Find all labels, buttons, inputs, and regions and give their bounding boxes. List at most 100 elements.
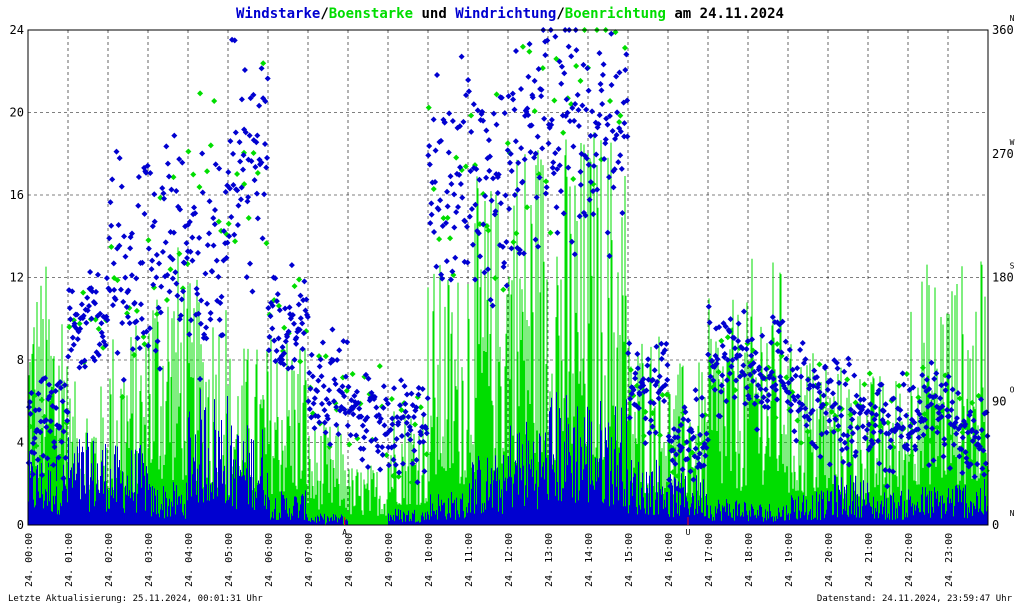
wind-direction-point [60, 475, 67, 482]
wind-direction-point [824, 386, 831, 393]
wind-direction-point [681, 404, 688, 411]
wind-direction-point [560, 210, 567, 217]
left-tick-label: 0 [17, 518, 24, 532]
wind-direction-point [816, 389, 823, 396]
wind-direction-point [77, 325, 84, 332]
wind-direction-point [204, 300, 211, 307]
wind-direction-point [164, 272, 171, 279]
gust-direction-point [234, 171, 241, 178]
wind-direction-point [448, 181, 455, 188]
wind-direction-point [194, 290, 201, 297]
wind-direction-point [529, 94, 536, 101]
wind-direction-point [975, 435, 982, 442]
wind-direction-point [549, 164, 556, 171]
wind-direction-point [211, 221, 218, 228]
wind-direction-point [590, 211, 597, 218]
wind-direction-point [922, 416, 929, 423]
wind-direction-point [815, 381, 822, 388]
wind-direction-point [598, 87, 605, 94]
wind-direction-point [363, 427, 370, 434]
wind-direction-point [587, 132, 594, 139]
wind-direction-point [398, 377, 405, 384]
wind-direction-point [635, 405, 642, 412]
wind-direction-point [953, 430, 960, 437]
wind-direction-point [950, 441, 957, 448]
wind-direction-point [515, 159, 522, 166]
wind-direction-point [329, 326, 336, 333]
wind-direction-point [327, 441, 334, 448]
wind-direction-point [43, 417, 50, 424]
wind-direction-point [949, 399, 956, 406]
wind-direction-point [163, 143, 170, 150]
wind-direction-point [231, 37, 238, 44]
wind-direction-point [364, 414, 371, 421]
wind-direction-point [198, 297, 205, 304]
wind-direction-point [124, 313, 131, 320]
wind-direction-point [533, 194, 540, 201]
title-windstarke: Windstarke [236, 6, 320, 22]
wind-direction-point [67, 316, 74, 323]
wind-direction-point [732, 345, 739, 352]
wind-direction-point [903, 412, 910, 419]
wind-direction-point [508, 245, 515, 252]
wind-direction-point [518, 145, 525, 152]
wind-direction-point [411, 447, 418, 454]
wind-direction-point [473, 166, 480, 173]
wind-direction-point [131, 299, 138, 306]
wind-direction-point [269, 325, 276, 332]
wind-direction-point [761, 375, 768, 382]
wind-direction-point [622, 66, 629, 73]
wind-direction-point [618, 165, 625, 172]
wind-direction-point [864, 426, 871, 433]
wind-direction-point [463, 92, 470, 99]
wind-direction-point [240, 152, 247, 159]
gust-direction-point [732, 387, 739, 394]
wind-direction-point [457, 164, 464, 171]
wind-direction-point [237, 196, 244, 203]
gust-direction-point [163, 296, 170, 303]
wind-direction-point [413, 404, 420, 411]
wind-direction-point [117, 286, 124, 293]
wind-direction-point [736, 352, 743, 359]
gust-direction-point [119, 393, 126, 400]
wind-direction-point [347, 432, 354, 439]
gust-direction-point [794, 417, 801, 424]
wind-direction-point [511, 106, 518, 113]
wind-direction-point [177, 312, 184, 319]
wind-direction-point [405, 413, 412, 420]
wind-direction-point [432, 179, 439, 186]
wind-direction-point [272, 275, 279, 282]
wind-direction-point [878, 381, 885, 388]
wind-direction-point [899, 370, 906, 377]
wind-direction-point [680, 416, 687, 423]
title-separator: / [320, 6, 328, 22]
wind-direction-point [608, 81, 615, 88]
gust-direction-point [296, 276, 303, 283]
wind-direction-point [29, 471, 36, 478]
wind-direction-point [841, 439, 848, 446]
wind-direction-point [970, 417, 977, 424]
wind-direction-point [843, 445, 850, 452]
wind-direction-point [129, 230, 136, 237]
wind-direction-point [793, 437, 800, 444]
wind-direction-point [602, 136, 609, 143]
wind-direction-point [617, 152, 624, 159]
wind-direction-point [106, 235, 113, 242]
wind-direction-point [910, 384, 917, 391]
wind-direction-point [97, 310, 104, 317]
gust-direction-point [903, 370, 910, 377]
wind-direction-point [211, 206, 218, 213]
gust-direction-point [232, 238, 239, 245]
wind-direction-point [678, 422, 685, 429]
wind-direction-point [108, 222, 115, 229]
wind-direction-point [820, 401, 827, 408]
gust-direction-point [425, 104, 432, 111]
wind-direction-point [839, 446, 846, 453]
wind-direction-point [953, 415, 960, 422]
wind-direction-point [133, 318, 140, 325]
wind-direction-point [601, 156, 608, 163]
wind-direction-point [62, 454, 69, 461]
wind-direction-point [923, 424, 930, 431]
wind-direction-point [949, 386, 956, 393]
